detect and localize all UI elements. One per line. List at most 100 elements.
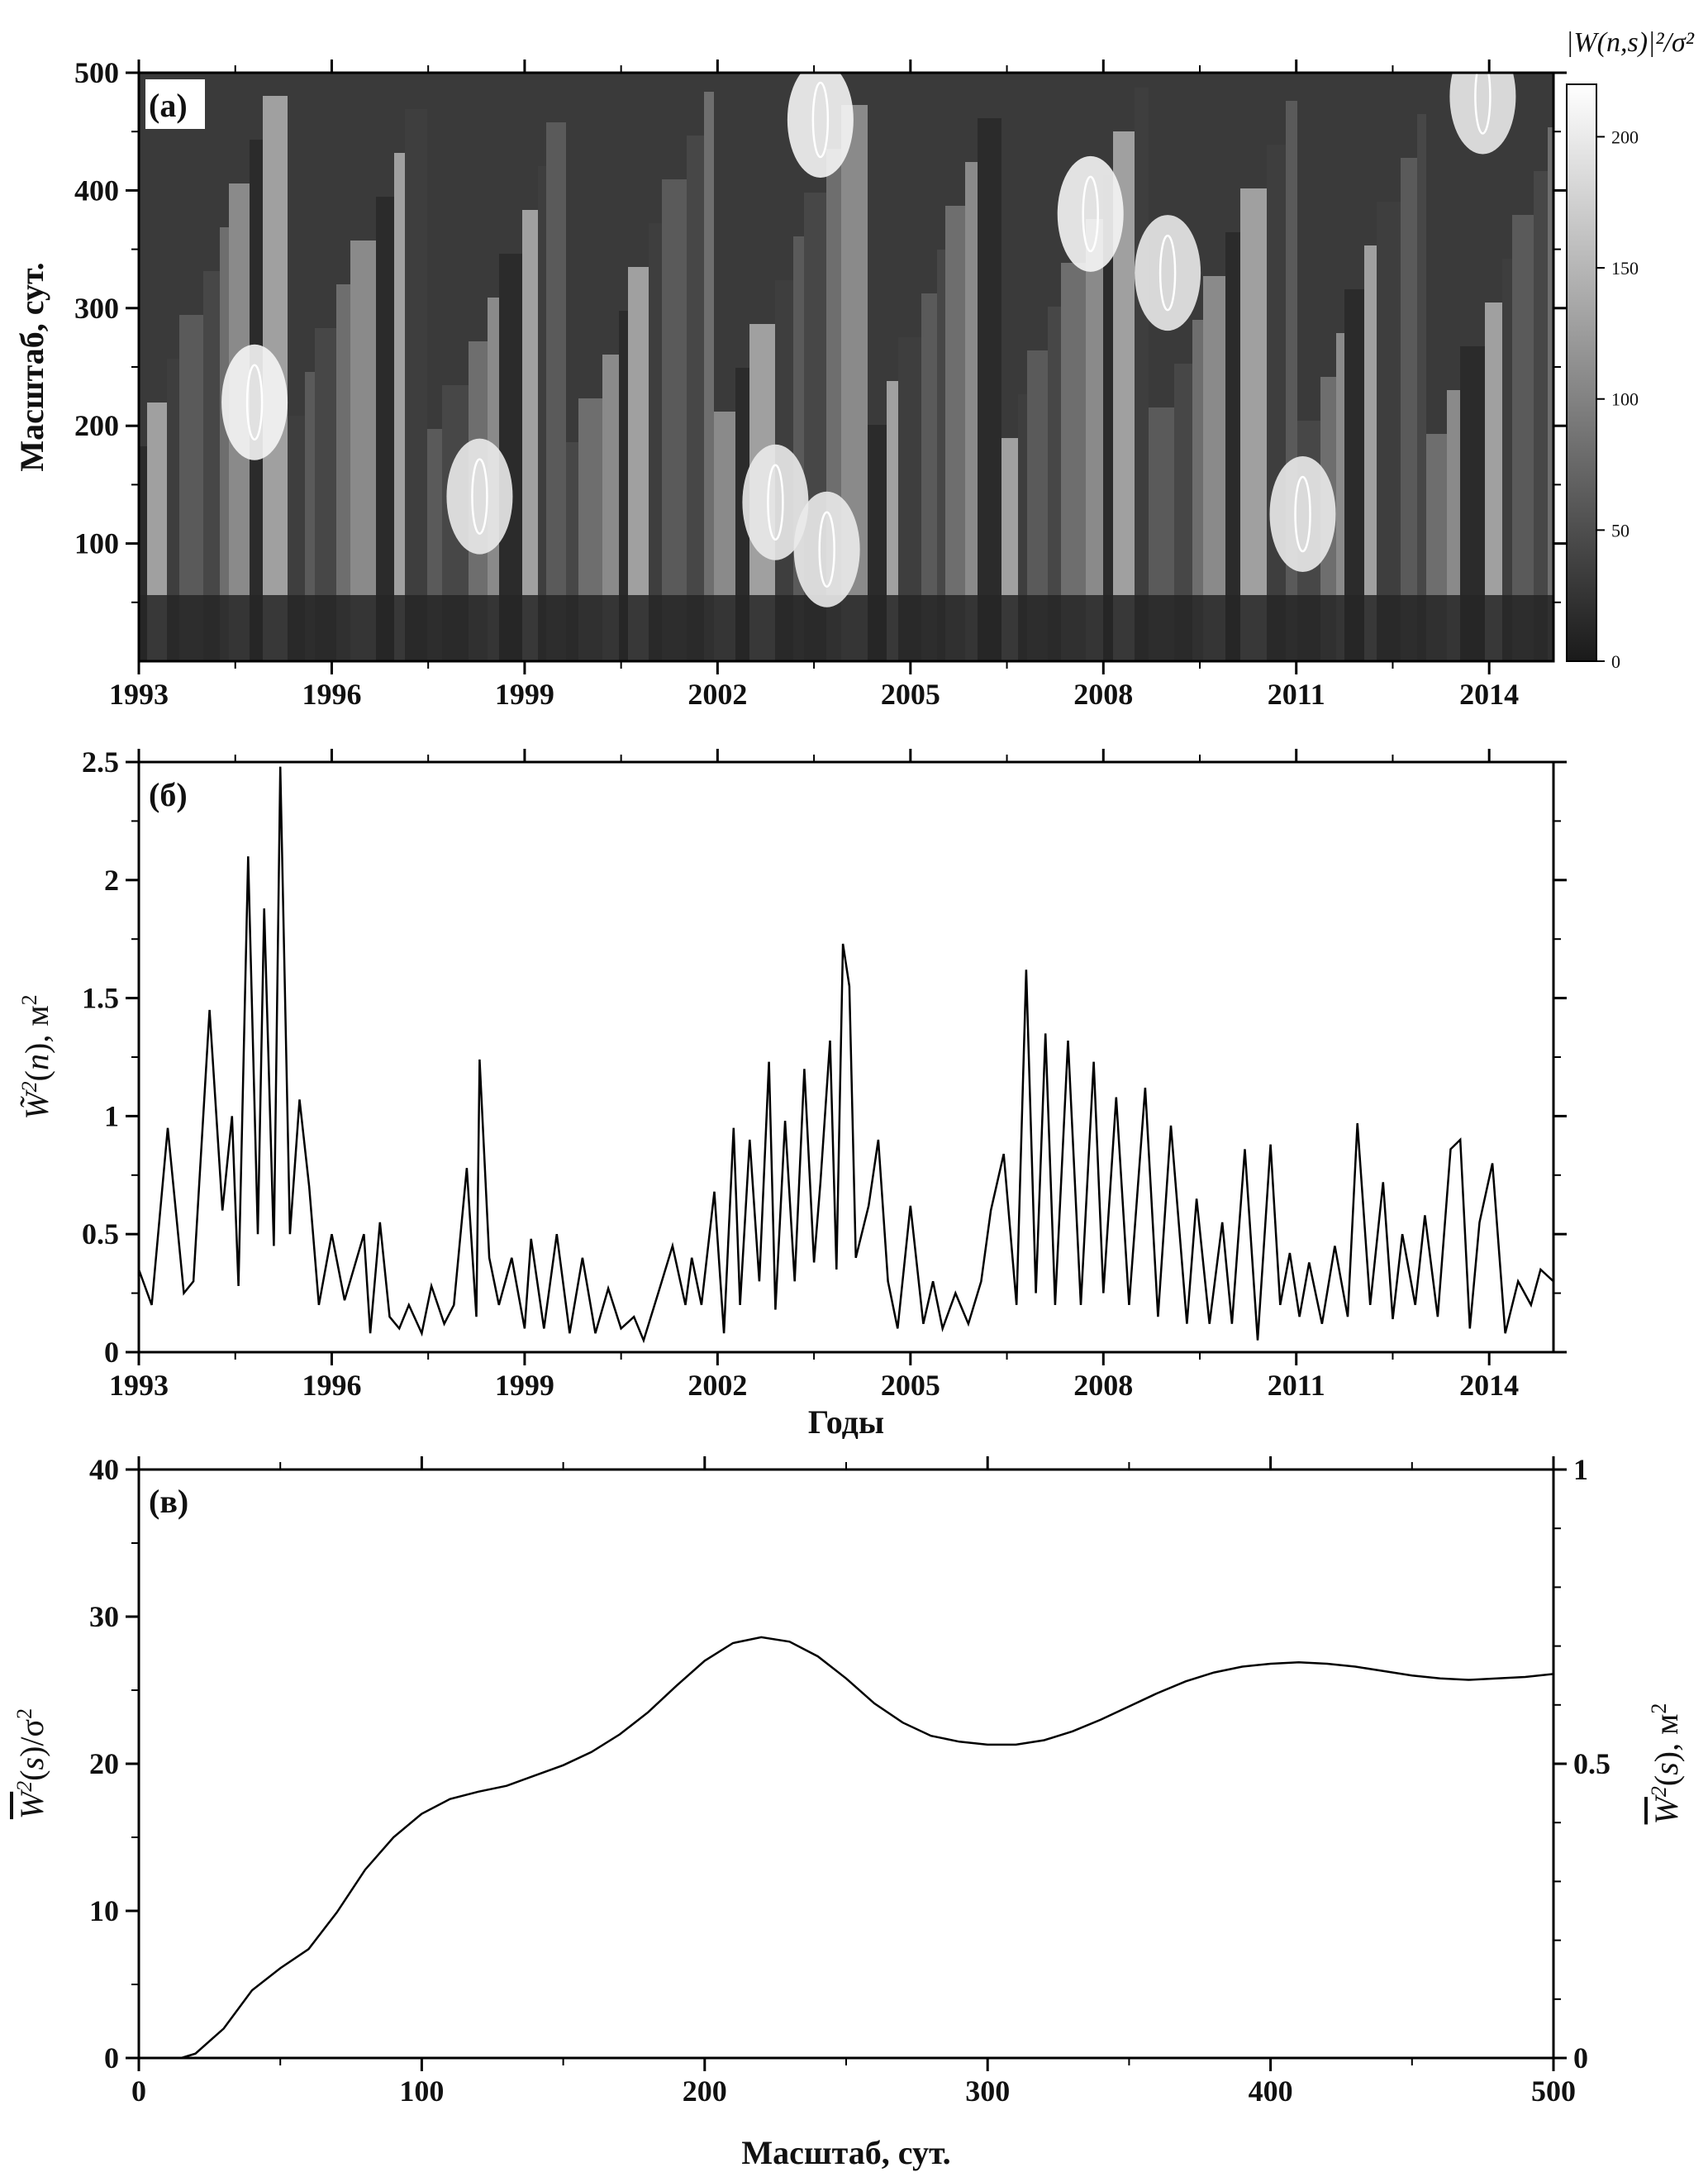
wavelet-stripe: [305, 372, 315, 661]
wavelet-stripe: [522, 210, 538, 661]
wavelet-stripe: [203, 271, 220, 661]
wavelet-stripe: [687, 136, 704, 661]
yl-paren: (: [13, 1770, 50, 1780]
wavelet-stripe: [1502, 259, 1512, 661]
wavelet-stripe: [1286, 101, 1297, 661]
high-power-region: [793, 491, 860, 607]
yl-sigma-sup: 2: [12, 1708, 36, 1719]
wavelet-stripe: [220, 227, 229, 661]
wavelet-high-power-regions: [221, 73, 1516, 607]
panel-b-label: (б): [149, 776, 188, 813]
panel-a-label: (а): [149, 87, 188, 124]
c-xtick-label: 500: [1531, 2075, 1576, 2108]
a-xtick-label: 2008: [1073, 678, 1133, 711]
a-ytick-label: 500: [74, 56, 119, 89]
b-ytick-label: 0: [104, 1336, 119, 1369]
panel-c-xlabel: Масштаб, сут.: [741, 2134, 950, 2171]
wavelet-stripe: [1417, 114, 1426, 661]
ylabel-sup: 2: [17, 1081, 41, 1092]
wavelet-stripe: [602, 355, 619, 661]
colorbar-tick-label: 150: [1611, 258, 1639, 279]
c-xtick-label: 100: [399, 2075, 444, 2108]
wavelet-stripe: [965, 162, 978, 661]
wavelet-stripe: [1401, 158, 1417, 661]
c-ytick-label: 30: [89, 1600, 119, 1633]
a-xtick-label: 2011: [1268, 678, 1325, 711]
c-ytick-label: 20: [89, 1747, 119, 1780]
yr-unit-sup: 2: [1647, 1703, 1671, 1714]
wavelet-stripe: [394, 153, 405, 661]
wavelet-stripe: [546, 122, 566, 661]
a-xtick-label: 2002: [687, 678, 747, 711]
b-ytick-label: 2: [104, 864, 119, 897]
wavelet-stripe: [538, 166, 546, 661]
ylabel-n: n: [18, 1054, 55, 1070]
c-ytick-label: 10: [89, 1894, 119, 1927]
b-ytick-label: 2.5: [82, 746, 119, 779]
a-ytick-label: 300: [74, 292, 119, 325]
a-xtick-label: 1999: [495, 678, 554, 711]
panel-c-label: (в): [149, 1483, 188, 1520]
wavelet-stripe: [978, 118, 1001, 661]
b-xtick-label: 1996: [302, 1369, 361, 1402]
wavelet-stripe: [1534, 171, 1548, 661]
significance-contour: [1158, 234, 1177, 312]
wavelet-stripe: [662, 179, 687, 661]
wavelet-stripe: [945, 206, 965, 661]
b-xtick-label: 2008: [1073, 1369, 1133, 1402]
panel-c-ylabel-left: W2(s)/σ2: [12, 1708, 51, 1819]
significance-contour: [811, 81, 830, 159]
wavelet-stripe: [336, 284, 350, 661]
wavelet-stripe: [1048, 307, 1061, 661]
panel-c-frame: [137, 1468, 1555, 2060]
colorbar-label: |W(n,s)|²/σ²: [1566, 27, 1695, 58]
high-power-region: [1269, 456, 1336, 572]
panel-a: 1993 1996 1999 2002 2005 2008 2011 2014 100 200 30…: [13, 27, 1695, 711]
wavelet-stripe: [887, 381, 898, 661]
wavelet-stripe: [1018, 394, 1027, 661]
high-power-region: [787, 73, 854, 178]
a-xtick-label: 1996: [302, 678, 361, 711]
ylabel-w: W̃: [18, 1089, 55, 1120]
wavelet-stripe: [167, 359, 179, 661]
c-ytick-right-label: 0.5: [1573, 1747, 1610, 1780]
a-ytick-label: 100: [74, 527, 119, 560]
wavelet-stripe: [649, 223, 662, 661]
yr-unit: ), м: [1648, 1714, 1685, 1763]
c-xtick-label: 200: [683, 2075, 727, 2108]
significance-contour: [818, 511, 835, 588]
series-line: [139, 766, 1553, 1344]
panel-b-ylabel: W̃2(n), м2: [17, 994, 56, 1119]
wavelet-stripe: [1192, 320, 1203, 661]
wavelet-stripe: [139, 446, 147, 661]
low-scale-band: [139, 595, 1553, 661]
wavelet-stripe: [1364, 245, 1377, 661]
wavelet-stripe: [1377, 202, 1401, 661]
series-line: [181, 1636, 1553, 2058]
significance-contour: [1082, 175, 1099, 253]
wavelet-stripe: [704, 92, 714, 661]
wavelet-stripe: [350, 241, 376, 661]
wavelet-stripe: [1548, 127, 1553, 661]
yl-s: s: [13, 1757, 50, 1770]
b-xtick-label: 2005: [881, 1369, 940, 1402]
yl-w: W: [13, 1789, 50, 1819]
colorbar-tick-label: 50: [1611, 520, 1629, 541]
wavelet-stripe: [1174, 364, 1192, 661]
panel-a-ylabel: Масштаб, сут.: [13, 262, 50, 471]
colorbar-tick-label: 200: [1611, 126, 1639, 147]
wavelet-stripe: [1240, 188, 1267, 661]
high-power-region: [742, 444, 809, 560]
yr-paren: (: [1648, 1775, 1685, 1786]
c-ytick-right-label: 0: [1573, 2041, 1588, 2075]
b-xtick-label: 2011: [1268, 1369, 1325, 1402]
b-xtick-label: 2014: [1459, 1369, 1519, 1402]
c-xtick-label: 300: [965, 2075, 1010, 2108]
colorbar-tick-label: 100: [1611, 389, 1639, 410]
a-xtick-label: 2005: [881, 678, 940, 711]
panel-a-ticks: 1993 1996 1999 2002 2005 2008 2011 2014 100 200 30…: [74, 56, 1567, 711]
ylabel-unit: ), м: [18, 1005, 55, 1054]
